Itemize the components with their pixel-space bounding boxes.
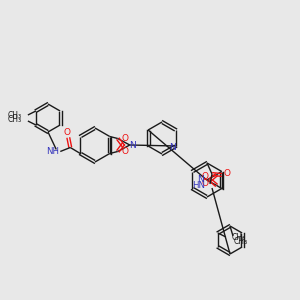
Text: HN: HN: [192, 182, 205, 190]
Text: O: O: [121, 134, 128, 143]
Text: N: N: [129, 140, 136, 149]
Text: O: O: [121, 147, 128, 156]
Text: N: N: [169, 142, 176, 152]
Text: O: O: [201, 179, 208, 188]
Text: O: O: [201, 172, 208, 181]
Text: O: O: [224, 169, 230, 178]
Text: CH₃: CH₃: [8, 116, 22, 124]
Text: CH₃: CH₃: [8, 112, 22, 121]
Text: NH: NH: [46, 147, 59, 156]
Text: CH₃: CH₃: [232, 233, 246, 242]
Text: O: O: [64, 128, 71, 137]
Text: N: N: [197, 176, 204, 184]
Text: CH₃: CH₃: [234, 238, 248, 247]
